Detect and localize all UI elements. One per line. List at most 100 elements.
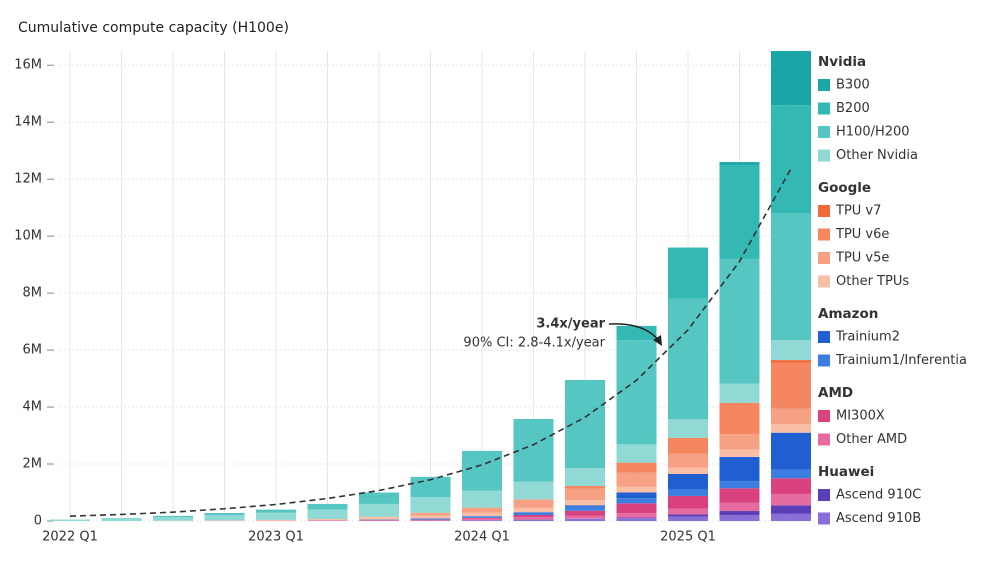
legend-label: MI300X [836,409,885,424]
bar-segment [565,486,605,489]
bar-segment [771,363,811,409]
bar-segment [668,299,708,419]
chart-title: Cumulative compute capacity (H100e) [18,20,289,36]
y-tick-label: 6M [23,343,43,358]
legend-group-title: Huawei [818,464,874,480]
bar-segment [256,520,296,521]
bar-segment [720,515,760,521]
x-tick-label: 2025 Q1 [660,530,716,545]
legend-label: Ascend 910C [836,488,921,503]
bar-segment [514,419,554,482]
bar-segment [411,518,451,519]
legend-label: Trainium1/Inferentia [835,353,967,368]
legend-swatch [818,79,830,91]
bar-segment [256,510,296,513]
bar-segment [205,515,245,520]
bar-segment [102,518,142,519]
x-tick-label: 2023 Q1 [248,530,304,545]
bar-segment [565,516,605,519]
bar-segment [668,468,708,474]
bar-segment [720,450,760,457]
legend-swatch [818,205,830,217]
legend-group-title: Amazon [818,306,878,322]
bar-segment [771,505,811,514]
bar-segment [411,513,451,516]
bar-segment [411,520,451,521]
legend-label: Trainium2 [835,330,900,345]
bar-segment [720,403,760,434]
bar-segment [205,520,245,521]
bar-segment [462,451,502,491]
legend-swatch [818,126,830,138]
bar-segment [720,434,760,450]
legend-swatch [818,331,830,343]
bar-segment [668,509,708,515]
bar-segment [153,517,193,520]
bar-segment [617,518,657,521]
bar-segment [617,444,657,462]
legend-label: Other Nvidia [836,148,918,163]
x-tick-label: 2022 Q1 [42,530,98,545]
bar-segment [771,494,811,505]
bar-segment [514,482,554,500]
bar-segment [771,514,811,521]
bar-segment [308,510,348,519]
bar-segment [771,408,811,424]
legend-swatch [818,103,830,115]
trend-ci-label: 90% CI: 2.8-4.1x/year [463,336,605,351]
bar-segment [668,438,708,454]
bar-segment [359,520,399,521]
bar-segment [359,517,399,519]
legend-label: B200 [836,101,870,116]
bar-segment [205,513,245,515]
legend-label: H100/H200 [836,125,910,140]
legend-swatch [818,355,830,367]
y-tick-label: 8M [23,286,43,301]
y-tick-label: 0 [34,514,42,529]
legend-label: TPU v5e [835,251,889,266]
bar-segment [462,491,502,508]
bar-segment [462,518,502,519]
bar-segment [514,517,554,519]
bar-segment [617,518,657,519]
y-tick-label: 12M [14,172,42,187]
bar-segment [617,463,657,473]
bar-segment [565,511,605,516]
bar-segment [617,503,657,513]
bar-segment [668,517,708,521]
bar-segment [668,514,708,516]
legend-label: B300 [836,78,870,93]
legend-label: Other AMD [836,432,907,447]
bar-segment [668,490,708,496]
legend-group-title: Nvidia [818,54,866,70]
bar-segment [720,162,760,165]
bar-segment [462,508,502,513]
bar-segment [617,473,657,487]
trend-label: 3.4x/year [536,317,605,332]
bar-segment [668,474,708,490]
bar-segment [617,340,657,444]
bar-segment [359,493,399,504]
bar-segment [720,511,760,515]
bar-segment [771,105,811,213]
bar-segment [359,520,399,521]
bar-segment [565,507,605,511]
legend-swatch [818,434,830,446]
bar-segment [668,419,708,438]
y-tick-label: 14M [14,115,42,130]
bar-segment [462,516,502,518]
bar-segment [462,513,502,516]
y-tick-label: 10M [14,229,42,244]
bar-segment [565,519,605,521]
bar-segment [565,468,605,486]
bar-segment [617,487,657,493]
legend-label: Other TPUs [836,274,909,289]
bar-segment [565,489,605,500]
bar-segment [668,248,708,299]
bar-segment [565,500,605,505]
bar-segment [411,497,451,513]
bar-segment [50,520,90,521]
bar-segment [153,516,193,517]
legend-group-title: Google [818,180,871,196]
bar-segment [462,518,502,520]
